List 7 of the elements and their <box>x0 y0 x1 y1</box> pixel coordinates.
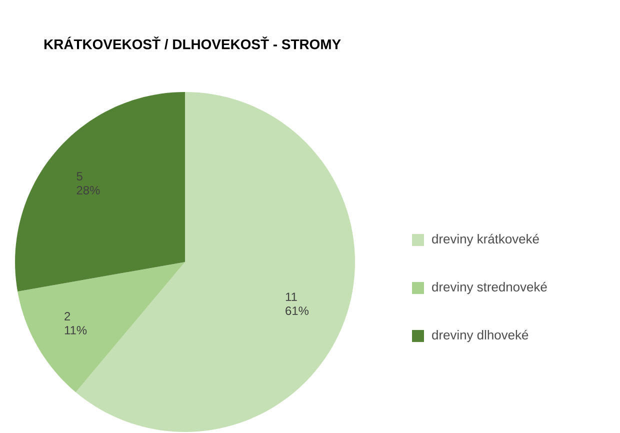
legend-label: dreviny strednoveké <box>432 282 547 294</box>
data-label: 5 28% <box>76 172 100 194</box>
data-label: 11 61% <box>286 292 309 315</box>
chart-title: KRÁTKOVEKOSŤ / DLHOVEKOSŤ - STROMY <box>44 36 341 50</box>
legend-label: dreviny dlhoveké <box>432 330 528 342</box>
data-label: 2 11% <box>64 312 87 334</box>
legend-label: dreviny krátkoveké <box>432 234 539 246</box>
